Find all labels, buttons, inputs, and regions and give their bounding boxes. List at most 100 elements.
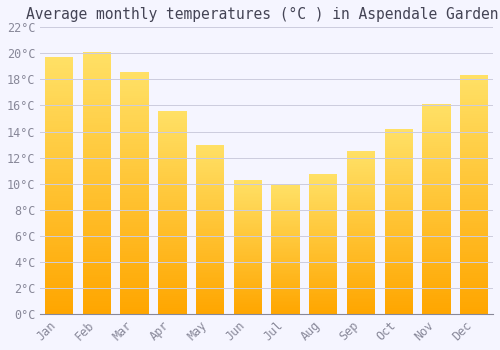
Bar (83, 204, 111, 206)
Bar (83, 86, 111, 89)
Bar (45, 150, 74, 152)
Bar (196, 290, 224, 292)
Bar (196, 214, 224, 216)
Bar (422, 234, 450, 236)
Bar (158, 312, 186, 314)
Bar (384, 179, 413, 181)
Bar (347, 306, 375, 307)
Bar (45, 262, 74, 265)
Bar (158, 234, 186, 237)
Bar (272, 190, 299, 191)
Bar (234, 250, 262, 251)
Bar (422, 232, 450, 234)
Bar (460, 280, 488, 283)
Bar (196, 172, 224, 173)
Bar (460, 252, 488, 254)
Bar (83, 251, 111, 254)
Bar (234, 294, 262, 295)
Bar (347, 250, 375, 252)
Bar (460, 302, 488, 304)
Bar (384, 201, 413, 203)
Bar (272, 256, 299, 257)
Bar (460, 288, 488, 290)
Bar (272, 278, 299, 279)
Bar (422, 133, 450, 135)
Bar (347, 296, 375, 297)
Bar (196, 165, 224, 167)
Bar (120, 239, 149, 241)
Bar (234, 241, 262, 243)
Bar (422, 161, 450, 163)
Bar (309, 300, 338, 301)
Bar (120, 241, 149, 244)
Bar (158, 158, 186, 160)
Bar (460, 216, 488, 218)
Bar (309, 303, 338, 304)
Bar (120, 147, 149, 149)
Bar (347, 223, 375, 224)
Bar (83, 243, 111, 246)
Bar (45, 162, 74, 165)
Bar (309, 187, 338, 188)
Bar (422, 163, 450, 165)
Bar (120, 125, 149, 127)
Bar (460, 195, 488, 197)
Bar (309, 209, 338, 211)
Bar (272, 247, 299, 248)
Bar (120, 130, 149, 132)
Bar (384, 232, 413, 234)
Bar (83, 280, 111, 282)
Bar (83, 120, 111, 123)
Bar (196, 312, 224, 314)
Bar (158, 296, 186, 298)
Bar (272, 310, 299, 311)
Bar (460, 273, 488, 276)
Bar (347, 172, 375, 174)
Bar (422, 138, 450, 140)
Bar (196, 226, 224, 228)
Bar (460, 171, 488, 173)
Bar (120, 234, 149, 236)
Bar (196, 202, 224, 204)
Bar (384, 238, 413, 240)
Bar (120, 210, 149, 212)
Bar (347, 307, 375, 309)
Bar (272, 307, 299, 309)
Bar (158, 153, 186, 155)
Bar (120, 173, 149, 176)
Bar (460, 76, 488, 314)
Bar (384, 284, 413, 286)
Bar (309, 191, 338, 193)
Bar (422, 276, 450, 278)
Bar (347, 273, 375, 275)
Bar (347, 294, 375, 296)
Bar (460, 149, 488, 152)
Bar (234, 264, 262, 266)
Bar (347, 312, 375, 314)
Bar (347, 190, 375, 192)
Bar (234, 284, 262, 286)
Bar (347, 200, 375, 202)
Bar (460, 230, 488, 233)
Bar (45, 281, 74, 283)
Bar (234, 313, 262, 314)
Bar (45, 229, 74, 232)
Bar (83, 270, 111, 272)
Bar (158, 161, 186, 163)
Bar (196, 168, 224, 170)
Bar (460, 140, 488, 142)
Bar (234, 288, 262, 290)
Bar (120, 229, 149, 231)
Bar (83, 285, 111, 288)
Bar (460, 304, 488, 307)
Bar (234, 219, 262, 220)
Bar (422, 205, 450, 207)
Bar (196, 209, 224, 211)
Bar (384, 251, 413, 253)
Bar (158, 190, 186, 192)
Bar (120, 101, 149, 103)
Bar (272, 225, 299, 226)
Bar (196, 149, 224, 151)
Bar (422, 190, 450, 192)
Bar (272, 269, 299, 270)
